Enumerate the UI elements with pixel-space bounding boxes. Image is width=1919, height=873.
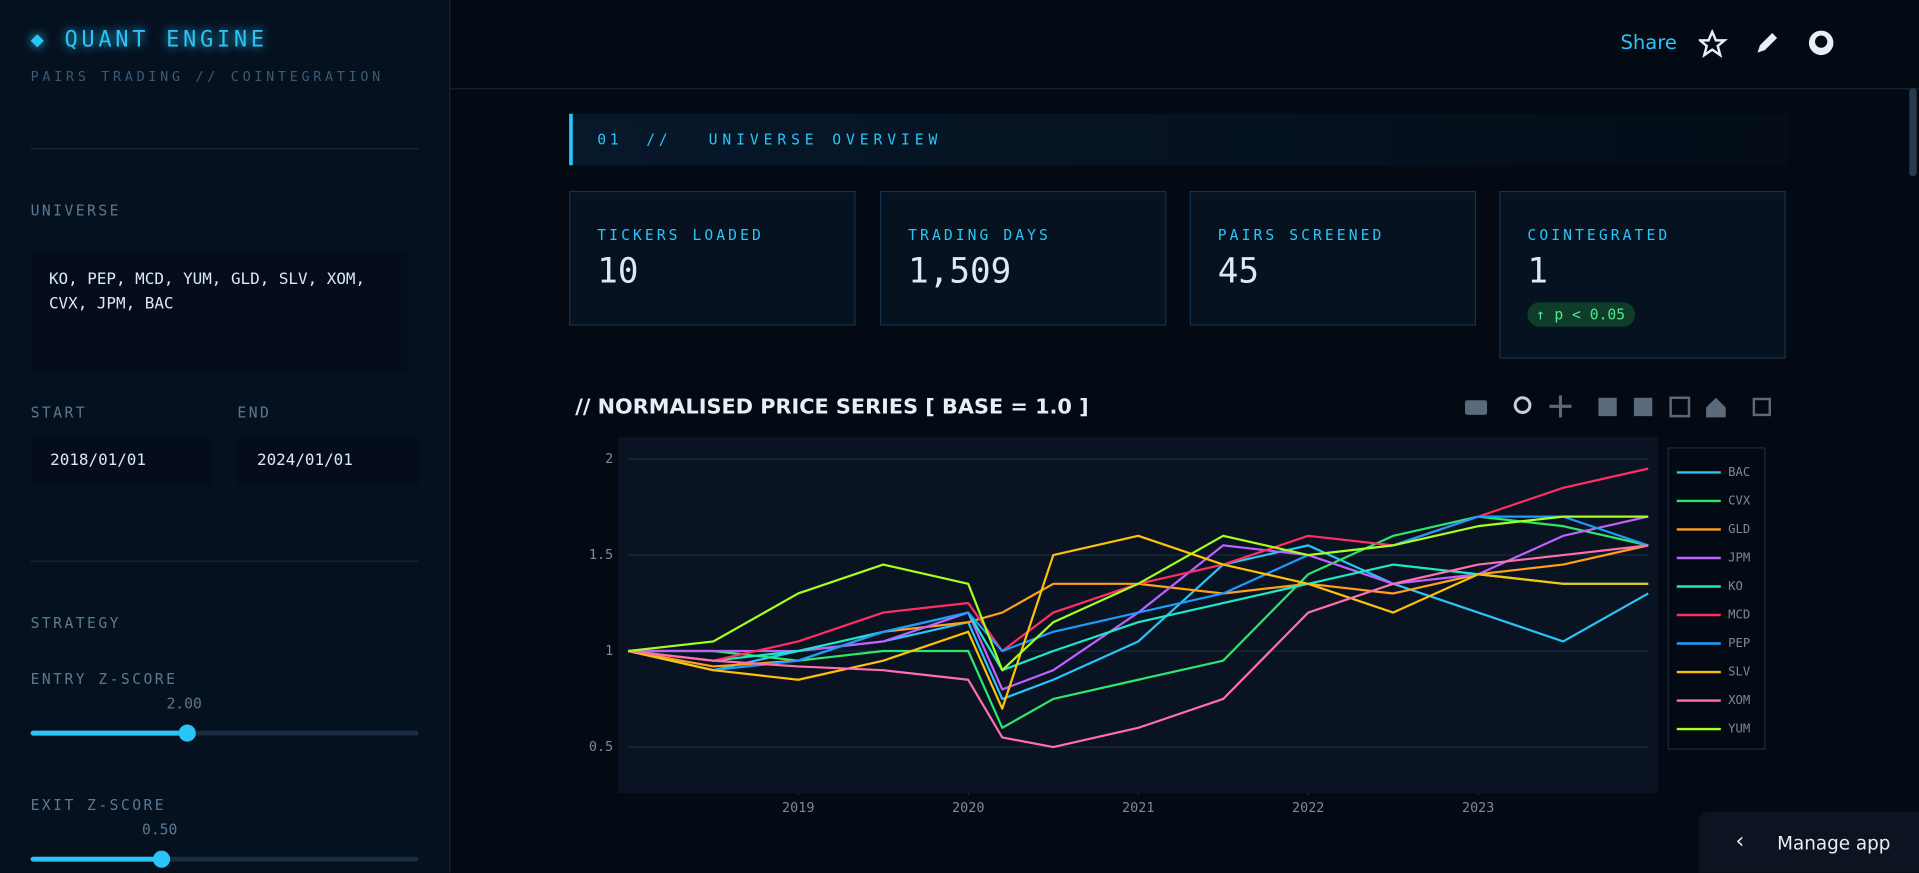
badge: ↑ p < 0.05: [1527, 302, 1635, 327]
y-tick-label: 2: [605, 452, 613, 467]
section-header: 01 // UNIVERSE OVERVIEW: [569, 113, 1789, 166]
series-line: [628, 515, 1649, 691]
brand: ◆ QUANT ENGINE: [30, 26, 268, 53]
chart: // NORMALISED PRICE SERIES [ BASE = 1.0 …: [575, 395, 1771, 816]
slider-track: [30, 730, 419, 736]
legend-label: BAC: [1728, 465, 1750, 479]
slider-thumb[interactable]: [152, 850, 171, 868]
fullscreen-icon[interactable]: [1752, 397, 1771, 417]
section-separator: //: [646, 130, 672, 149]
metric-card: COINTEGRATED 1 ↑ p < 0.05: [1499, 190, 1786, 359]
slider-fill: [30, 730, 188, 736]
chart-title: // NORMALISED PRICE SERIES [ BASE = 1.0 …: [575, 395, 1088, 419]
zoom-out-icon[interactable]: [1633, 397, 1653, 417]
x-tick-label: 2021: [1122, 801, 1154, 816]
universe-input[interactable]: KO, PEP, MCD, YUM, GLD, SLV, XOM, CVX, J…: [30, 250, 407, 373]
slider-thumb[interactable]: [178, 724, 196, 742]
start-label: START: [30, 403, 88, 422]
exit-value: 0.50: [141, 821, 178, 839]
series-line: [628, 515, 1649, 729]
start-input[interactable]: 2018/01/01: [30, 438, 212, 485]
metric-card: TRADING DAYS 1,509: [879, 190, 1167, 326]
metric-value: 10: [597, 250, 639, 292]
star-icon[interactable]: [1698, 29, 1728, 58]
manage-app[interactable]: ‹ Manage app: [1698, 811, 1919, 873]
x-tick-label: 2020: [952, 801, 984, 816]
x-tick-label: 2023: [1462, 801, 1494, 816]
universe-label: UNIVERSE: [30, 201, 121, 220]
divider: [30, 560, 419, 562]
badge-text: p < 0.05: [1554, 305, 1626, 324]
divider: [30, 148, 419, 150]
metric-label: TICKERS LOADED: [597, 226, 764, 244]
exit-label: EXIT Z-SCORE: [30, 796, 167, 814]
section-title: UNIVERSE OVERVIEW: [708, 130, 943, 149]
series-line: [628, 563, 1649, 672]
series-line: [628, 515, 1649, 672]
metric-card: TICKERS LOADED 10: [569, 190, 856, 326]
legend-label: PEP: [1728, 636, 1750, 650]
tagline: PAIRS TRADING // COINTEGRATION: [30, 68, 384, 85]
edit-icon[interactable]: [1757, 33, 1778, 53]
metric-value: 1,509: [908, 250, 1012, 292]
legend-box: [1667, 447, 1766, 750]
series-line: [627, 534, 1649, 710]
zoom-in-icon[interactable]: [1598, 397, 1617, 417]
home-icon[interactable]: [1706, 397, 1726, 418]
manage-app-label: Manage app: [1777, 832, 1891, 855]
legend-label: YUM: [1728, 722, 1750, 736]
section-number: 01: [597, 130, 623, 149]
end-input[interactable]: 2024/01/01: [237, 438, 419, 485]
slider-fill: [30, 856, 162, 862]
legend-label: CVX: [1728, 493, 1751, 507]
chevron: ‹: [1735, 828, 1745, 855]
legend-label: SLV: [1728, 665, 1751, 679]
github-icon-inner: [1815, 35, 1828, 48]
sidebar: ◆ QUANT ENGINE PAIRS TRADING // COINTEGR…: [0, 0, 451, 873]
legend-label: JPM: [1728, 550, 1750, 564]
camera-icon[interactable]: [1465, 400, 1488, 415]
metric-label: COINTEGRATED: [1527, 226, 1671, 244]
metric-label: PAIRS SCREENED: [1217, 226, 1385, 244]
series-line: [628, 544, 1649, 749]
x-tick-label: 2019: [782, 801, 814, 816]
header-border: [450, 88, 1919, 90]
legend-label: XOM: [1728, 693, 1750, 707]
strategy-label: STRATEGY: [30, 614, 121, 632]
metric-label: TRADING DAYS: [908, 226, 1051, 244]
x-tick-label: 2022: [1292, 801, 1324, 816]
scrollbar[interactable]: [1909, 88, 1917, 177]
badge-arrow: ↑: [1535, 305, 1545, 324]
metric-value: 45: [1217, 250, 1260, 292]
legend-label: KO: [1728, 579, 1743, 593]
plot-area: [618, 436, 1659, 794]
y-tick-label: 1: [605, 644, 613, 659]
entry-value: 2.00: [166, 695, 202, 713]
header-icons: [1698, 29, 1834, 58]
modebar: [1465, 395, 1771, 418]
metric-card: PAIRS SCREENED 45: [1189, 190, 1477, 326]
legend-label: GLD: [1728, 522, 1750, 536]
metric-value: 1: [1527, 250, 1549, 292]
entry-label: ENTRY Z-SCORE: [30, 670, 178, 688]
y-tick-label: 0.5: [589, 740, 613, 755]
slider-track: [30, 856, 419, 862]
share-button[interactable]: Share: [1620, 30, 1677, 54]
zoom-icon[interactable]: [1513, 396, 1532, 414]
y-tick-label: 1.5: [589, 548, 613, 563]
pan-icon[interactable]: [1549, 395, 1572, 418]
series-line: [627, 515, 1649, 672]
end-label: END: [237, 403, 272, 422]
legend-label: MCD: [1728, 608, 1750, 622]
autoscale-icon[interactable]: [1669, 396, 1691, 418]
